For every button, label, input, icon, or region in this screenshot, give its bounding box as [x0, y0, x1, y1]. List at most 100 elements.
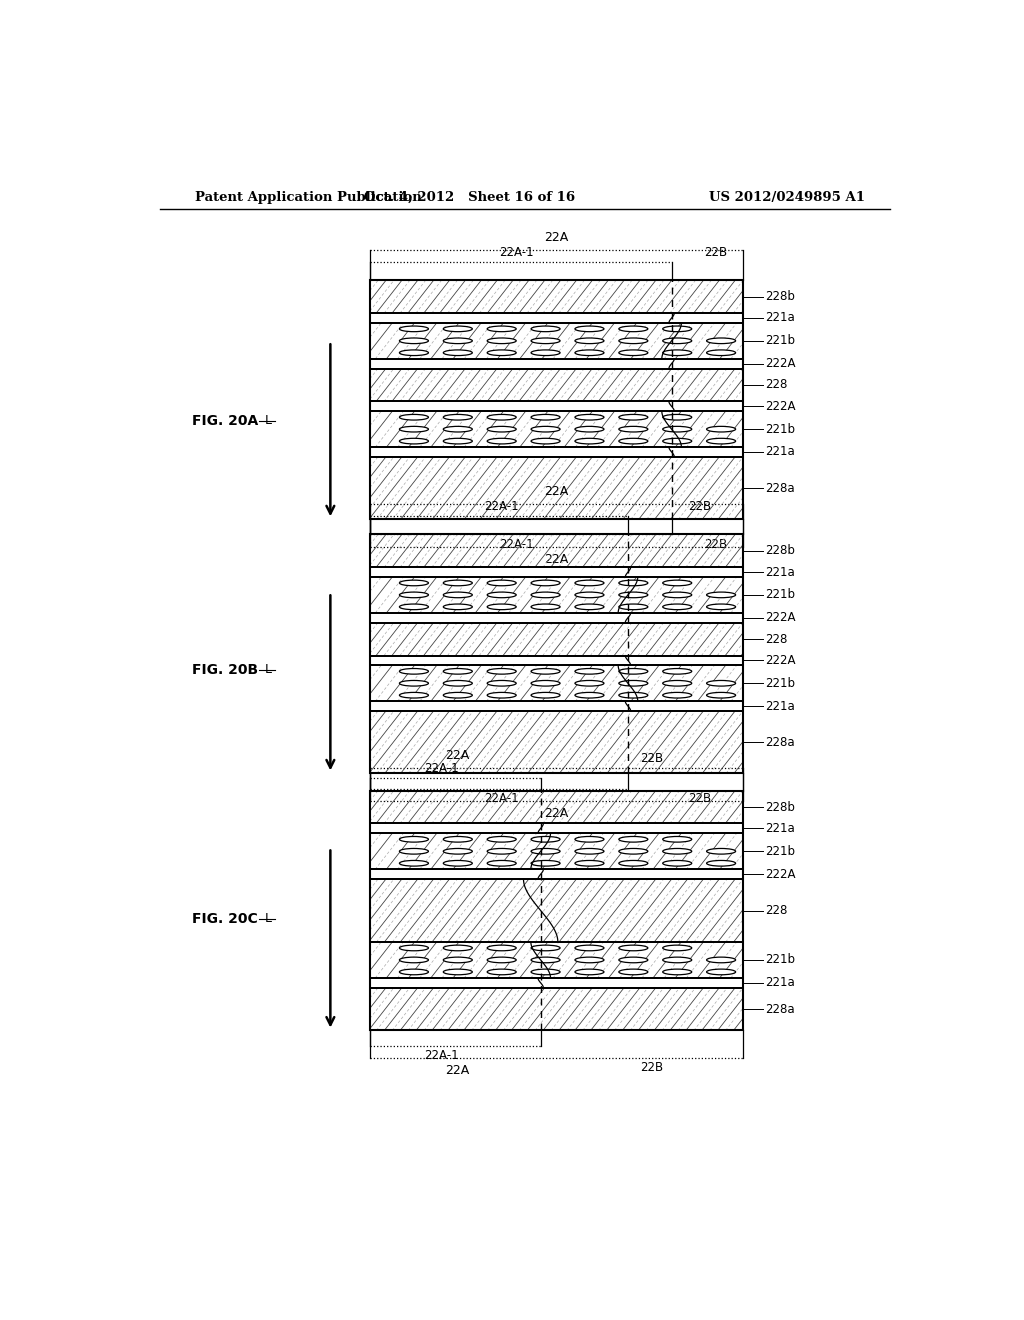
Ellipse shape — [574, 861, 604, 866]
Ellipse shape — [618, 581, 648, 586]
Ellipse shape — [531, 326, 560, 331]
Ellipse shape — [399, 605, 428, 610]
Ellipse shape — [399, 438, 428, 444]
Ellipse shape — [707, 605, 735, 610]
Ellipse shape — [707, 693, 735, 698]
Bar — [370, 978, 743, 987]
Ellipse shape — [531, 414, 560, 420]
Ellipse shape — [663, 969, 692, 974]
Ellipse shape — [574, 350, 604, 355]
Text: 22A: 22A — [545, 553, 568, 566]
Text: 22A-1: 22A-1 — [424, 1049, 459, 1061]
Ellipse shape — [574, 693, 604, 698]
Ellipse shape — [399, 668, 428, 675]
Text: 221b: 221b — [765, 677, 796, 690]
Text: 228b: 228b — [765, 290, 795, 304]
Ellipse shape — [531, 605, 560, 610]
Ellipse shape — [443, 581, 472, 586]
Ellipse shape — [707, 861, 735, 866]
Ellipse shape — [618, 426, 648, 432]
Text: 228a: 228a — [765, 735, 795, 748]
Text: 22A: 22A — [545, 484, 568, 498]
Ellipse shape — [618, 945, 648, 950]
Ellipse shape — [663, 861, 692, 866]
Text: 22A: 22A — [445, 750, 469, 762]
Text: 222A: 222A — [765, 400, 796, 413]
Ellipse shape — [487, 945, 516, 950]
Ellipse shape — [574, 837, 604, 842]
Ellipse shape — [531, 593, 560, 598]
Ellipse shape — [531, 837, 560, 842]
Text: 22A-1: 22A-1 — [500, 537, 535, 550]
Ellipse shape — [487, 668, 516, 675]
Ellipse shape — [487, 957, 516, 962]
Ellipse shape — [707, 593, 735, 598]
Ellipse shape — [443, 426, 472, 432]
Bar — [370, 879, 743, 942]
Ellipse shape — [399, 350, 428, 355]
Text: L: L — [264, 414, 271, 428]
Ellipse shape — [707, 969, 735, 974]
Text: 228b: 228b — [765, 544, 795, 557]
Text: 222A: 222A — [765, 358, 796, 370]
Ellipse shape — [531, 861, 560, 866]
Ellipse shape — [663, 426, 692, 432]
Ellipse shape — [663, 414, 692, 420]
Ellipse shape — [574, 945, 604, 950]
Text: 22B: 22B — [703, 246, 727, 259]
Ellipse shape — [663, 668, 692, 675]
Ellipse shape — [618, 837, 648, 842]
Text: 221b: 221b — [765, 589, 796, 602]
Bar — [370, 623, 743, 656]
Bar — [370, 313, 743, 323]
Ellipse shape — [531, 680, 560, 686]
Ellipse shape — [443, 945, 472, 950]
Ellipse shape — [443, 849, 472, 854]
Ellipse shape — [443, 969, 472, 974]
Ellipse shape — [663, 338, 692, 343]
Text: Oct. 4, 2012   Sheet 16 of 16: Oct. 4, 2012 Sheet 16 of 16 — [364, 190, 574, 203]
Text: 222A: 222A — [765, 611, 796, 624]
Bar — [370, 791, 743, 824]
Ellipse shape — [707, 350, 735, 355]
Ellipse shape — [487, 849, 516, 854]
Ellipse shape — [531, 350, 560, 355]
Ellipse shape — [618, 338, 648, 343]
Ellipse shape — [618, 680, 648, 686]
Ellipse shape — [487, 605, 516, 610]
Ellipse shape — [443, 326, 472, 331]
Ellipse shape — [487, 581, 516, 586]
Ellipse shape — [443, 668, 472, 675]
Ellipse shape — [487, 438, 516, 444]
Bar — [370, 323, 743, 359]
Ellipse shape — [618, 861, 648, 866]
Ellipse shape — [487, 593, 516, 598]
Ellipse shape — [531, 426, 560, 432]
Text: 221a: 221a — [765, 977, 795, 990]
Ellipse shape — [663, 945, 692, 950]
Ellipse shape — [707, 957, 735, 962]
Bar — [370, 824, 743, 833]
Text: 221b: 221b — [765, 845, 796, 858]
Ellipse shape — [618, 326, 648, 331]
Ellipse shape — [618, 438, 648, 444]
Ellipse shape — [399, 861, 428, 866]
Bar — [370, 791, 743, 1031]
Ellipse shape — [618, 350, 648, 355]
Text: 22B: 22B — [703, 537, 727, 550]
Ellipse shape — [487, 426, 516, 432]
Ellipse shape — [443, 350, 472, 355]
Bar — [370, 577, 743, 612]
Ellipse shape — [443, 957, 472, 962]
Ellipse shape — [574, 438, 604, 444]
Ellipse shape — [663, 957, 692, 962]
Text: 22B: 22B — [688, 792, 711, 805]
Bar — [370, 711, 743, 774]
Ellipse shape — [531, 957, 560, 962]
Ellipse shape — [443, 861, 472, 866]
Ellipse shape — [618, 605, 648, 610]
Text: 221b: 221b — [765, 953, 796, 966]
Text: 22B: 22B — [688, 500, 711, 513]
Bar — [370, 701, 743, 711]
Ellipse shape — [443, 605, 472, 610]
